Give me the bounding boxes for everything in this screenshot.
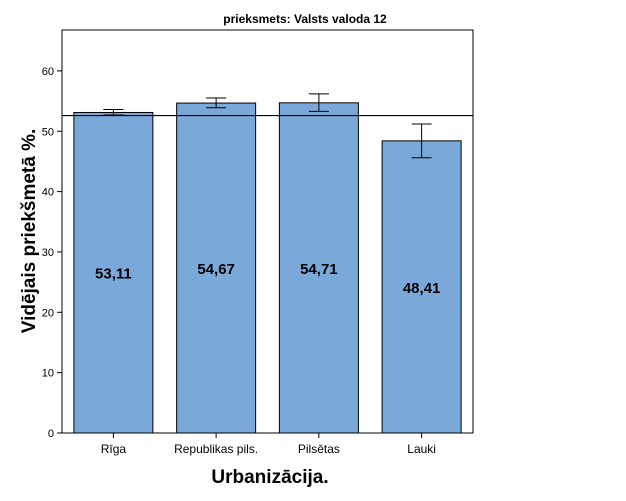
x-tick-label: Republikas pils. [174,442,258,456]
y-tick-label: 0 [48,428,54,440]
y-tick-label: 10 [42,368,54,380]
bar-value-label: 54,67 [197,261,235,278]
data-labels: 53,11 54,67 54,71 48,41 [95,261,440,297]
error-bars [103,93,432,159]
plot-frame [61,29,474,434]
x-axis-title: Urbanizācija. [211,467,328,488]
bar-value-label: 53,11 [95,266,132,283]
y-tick-label: 40 [42,187,54,199]
bar [278,102,359,434]
y-tick-label: 60 [42,66,54,78]
chart-title: prieksmets: Valsts valoda 12 [223,12,387,26]
bar [176,102,257,434]
y-tick-label: 50 [42,126,54,138]
bar-value-label: 54,71 [300,261,338,278]
bar [381,140,462,434]
bar-series [73,102,462,434]
x-tick-label: Lauki [407,442,436,456]
x-axis: Rīga Republikas pils. Pilsētas Lauki [101,433,436,456]
bar-value-label: 48,41 [403,280,441,297]
y-axis-title: Vidējais priekšmetā %. [19,129,40,334]
y-tick-label: 30 [42,247,54,259]
y-axis: 0 10 20 30 40 50 60 [42,66,62,440]
y-tick-label: 20 [42,307,54,319]
x-tick-label: Rīga [101,442,127,456]
x-tick-label: Pilsētas [298,442,340,456]
